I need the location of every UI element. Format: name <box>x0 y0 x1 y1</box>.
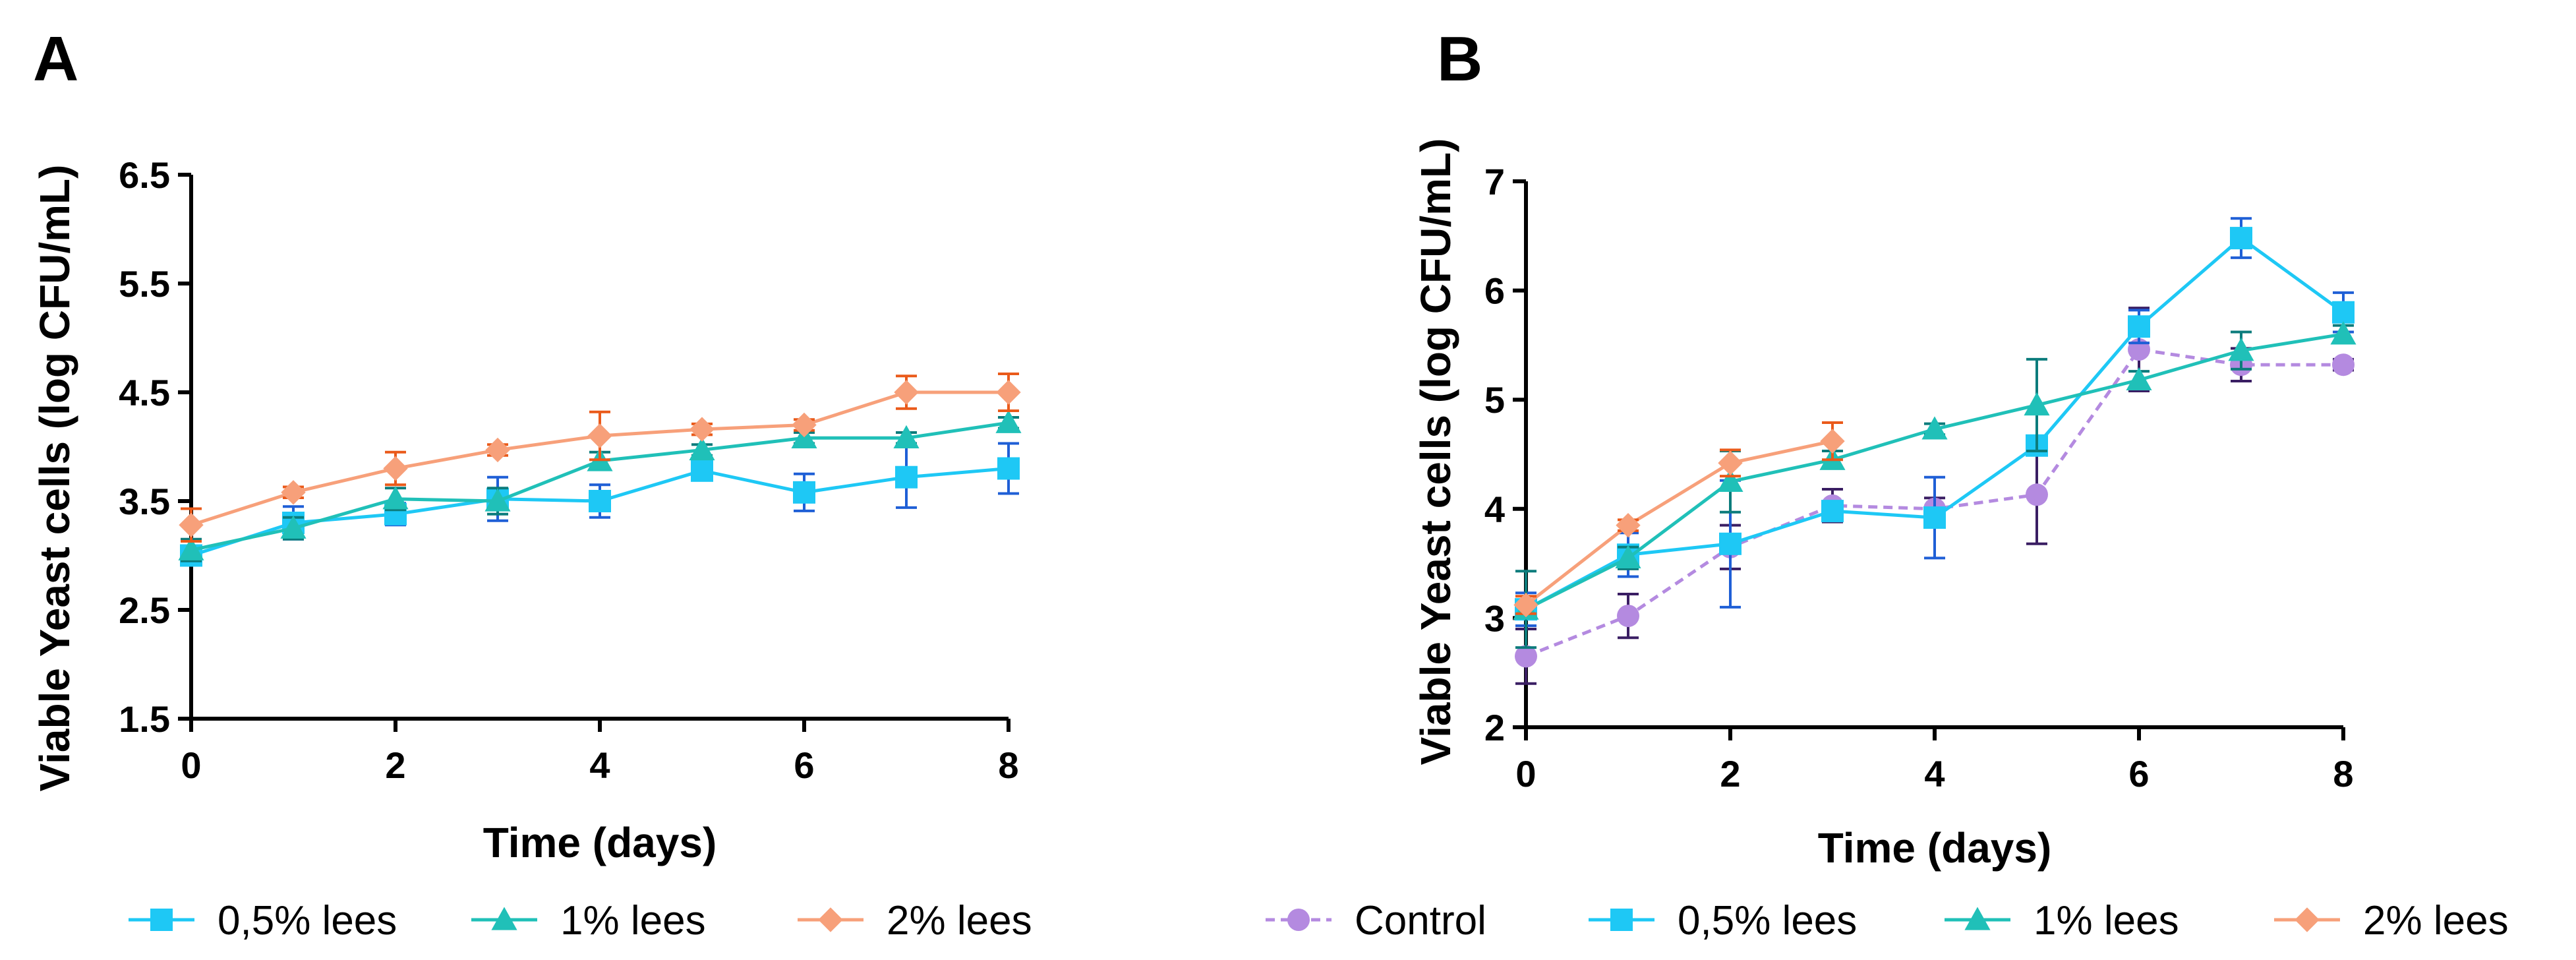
panel-a-point-1-lees <box>995 409 1022 433</box>
panel-a-legend-marker-1-lees <box>491 907 517 930</box>
panel-b-letter: B <box>1437 24 1482 94</box>
panel-b-point-0-5-lees <box>1923 506 1946 529</box>
panel-b-y-axis-title: Viable Yeast cells (log CFU/mL) <box>1412 138 1459 765</box>
panel-a-point-1-lees <box>280 515 307 539</box>
panel-b: B Viable Yeast cells (log CFU/mL) Time (… <box>1266 24 2509 944</box>
panel-b-series-2-lees <box>1513 421 1845 618</box>
panel-b-x-tick-label: 2 <box>1720 753 1740 795</box>
panel-a-y-tick-label: 3.5 <box>119 481 170 522</box>
panel-b-point-2-lees <box>1616 512 1641 538</box>
panel-b-legend-marker-control <box>1287 909 1310 931</box>
panel-b-point-1-lees <box>1921 416 1948 440</box>
panel-a-letter: A <box>33 24 78 94</box>
panel-b-legend-marker-0-5-lees <box>1610 909 1633 931</box>
panel-b-legend-label-1-lees: 1% lees <box>2034 898 2179 944</box>
panel-b-point-2-lees <box>1820 429 1845 454</box>
panel-b-point-1-lees <box>2228 338 2254 361</box>
panel-a-y-tick-label: 4.5 <box>119 372 170 413</box>
panel-b-point-0-5-lees <box>1719 532 1742 555</box>
panel-a-point-2-lees <box>894 380 919 405</box>
panel-b-x-tick-label: 4 <box>1924 753 1945 795</box>
panel-a-point-1-lees <box>484 488 511 512</box>
panel-b-point-0-5-lees <box>2230 227 2252 250</box>
panel-b-y-tick-label: 5 <box>1484 379 1505 421</box>
panel-a-point-1-lees <box>689 436 715 461</box>
panel-a-point-1-lees <box>893 425 920 448</box>
panel-a-point-0-5-lees <box>589 490 611 512</box>
panel-b-point-0-5-lees <box>2332 301 2355 324</box>
panel-a-x-tick-label: 4 <box>589 744 610 786</box>
panel-b-point-1-lees <box>2330 321 2356 345</box>
panel-a-point-2-lees <box>996 380 1021 405</box>
panel-b-y-tick-label: 6 <box>1484 270 1505 312</box>
panel-b-point-0-5-lees <box>2128 315 2150 338</box>
panel-a-x-tick-label: 2 <box>385 744 405 786</box>
panel-a-series-2-lees <box>179 372 1021 543</box>
panel-a-legend-label-1-lees: 1% lees <box>560 898 706 944</box>
panel-b-point-1-lees <box>2126 367 2152 391</box>
panel-a-point-2-lees <box>689 417 715 442</box>
panel-a-y-tick-label: 6.5 <box>119 154 170 196</box>
panel-b-y-tick-label: 3 <box>1484 597 1505 639</box>
panel-a-point-1-lees <box>178 537 204 560</box>
panel-b-point-0-5-lees <box>1821 500 1844 523</box>
panel-a-y-axis-title: Viable Yeast cells (log CFU/mL) <box>31 165 78 792</box>
panel-b-line-1-lees <box>1525 332 2344 611</box>
panel-b-point-1-lees <box>1615 545 1641 568</box>
panel-b-legend-label-control: Control <box>1355 898 1486 944</box>
panel-a-point-2-lees <box>179 512 204 537</box>
panel-a-y-tick-label: 5.5 <box>119 263 170 305</box>
panel-a-legend-marker-0-5-lees <box>150 909 173 931</box>
panel-a-legend-marker-2-lees <box>818 907 843 932</box>
panel-b-point-control <box>1617 605 1639 628</box>
panel-b-y-tick-label: 2 <box>1484 707 1505 748</box>
panel-b-legend-marker-2-lees <box>2295 907 2320 932</box>
panel-a-legend-label-0-5-lees: 0,5% lees <box>218 898 397 944</box>
panel-a-plot: 1.5 2.5 3.5 4.5 5.5 6.5 0 2 4 6 8 <box>119 154 1022 786</box>
panel-b-x-tick-label: 8 <box>2333 753 2353 795</box>
panel-a-point-1-lees <box>382 486 409 510</box>
panel-a-x-axis-title: Time (days) <box>483 819 717 866</box>
panel-b-legend-label-0-5-lees: 0,5% lees <box>1678 898 1857 944</box>
panel-b-y-tick-label: 4 <box>1484 489 1505 530</box>
panel-b-legend-marker-1-lees <box>1964 907 1991 930</box>
panel-b-x-axis-title: Time (days) <box>1818 824 2052 872</box>
panel-b-point-control <box>2026 483 2048 506</box>
panel-b-legend-label-2-lees: 2% lees <box>2363 898 2509 944</box>
panel-a-point-0-5-lees <box>793 481 815 504</box>
panel-b-x-tick-label: 6 <box>2128 753 2149 795</box>
panel-a-y-tick-label: 2.5 <box>119 589 170 631</box>
panel-a-point-2-lees <box>587 423 612 448</box>
panel-a-legend: 0,5% lees 1% lees 2% lees <box>129 898 1032 944</box>
panel-a: A Viable Yeast cells (log CFU/mL) Time (… <box>31 24 1032 944</box>
panel-a-point-0-5-lees <box>691 459 713 482</box>
panel-b-point-control <box>1515 645 1537 668</box>
panel-a-point-0-5-lees <box>997 457 1020 480</box>
panel-a-point-2-lees <box>792 412 817 438</box>
panel-a-point-0-5-lees <box>895 465 918 489</box>
panel-b-point-2-lees <box>1513 592 1538 618</box>
panel-b-legend: Control 0,5% lees 1% lees 2% lees <box>1266 898 2509 944</box>
panel-b-point-2-lees <box>1718 450 1743 475</box>
panel-a-x-tick-label: 0 <box>181 744 201 786</box>
panel-b-line-2-lees <box>1525 439 1833 607</box>
panel-b-point-control <box>2332 353 2355 376</box>
panel-a-point-2-lees <box>485 437 510 463</box>
panel-b-point-1-lees <box>1717 468 1743 493</box>
panel-a-x-tick-label: 8 <box>998 744 1018 786</box>
panel-a-y-tick-label: 1.5 <box>119 698 170 740</box>
panel-b-point-1-lees <box>2024 392 2050 416</box>
panel-a-x-tick-label: 6 <box>794 744 814 786</box>
panel-b-x-tick-label: 0 <box>1515 753 1536 795</box>
panel-b-y-tick-label: 7 <box>1484 161 1505 202</box>
panel-a-point-2-lees <box>281 480 306 505</box>
panel-a-legend-label-2-lees: 2% lees <box>887 898 1032 944</box>
panel-a-point-2-lees <box>383 456 408 481</box>
